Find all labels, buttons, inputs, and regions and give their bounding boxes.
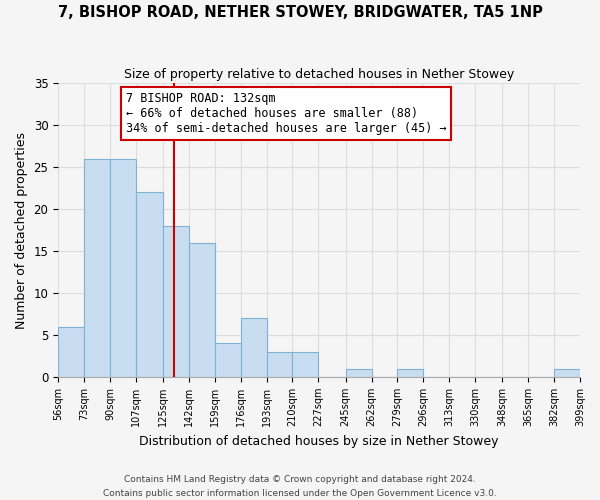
Bar <box>397 368 423 377</box>
Bar <box>215 344 241 377</box>
Text: Contains HM Land Registry data © Crown copyright and database right 2024.
Contai: Contains HM Land Registry data © Crown c… <box>103 476 497 498</box>
Bar <box>58 326 84 377</box>
Bar <box>136 192 163 377</box>
Bar <box>554 368 580 377</box>
Text: 7, BISHOP ROAD, NETHER STOWEY, BRIDGWATER, TA5 1NP: 7, BISHOP ROAD, NETHER STOWEY, BRIDGWATE… <box>58 5 542 20</box>
X-axis label: Distribution of detached houses by size in Nether Stowey: Distribution of detached houses by size … <box>139 434 499 448</box>
Bar <box>163 226 189 377</box>
Text: 7 BISHOP ROAD: 132sqm
← 66% of detached houses are smaller (88)
34% of semi-deta: 7 BISHOP ROAD: 132sqm ← 66% of detached … <box>126 92 446 135</box>
Bar <box>110 158 136 377</box>
Y-axis label: Number of detached properties: Number of detached properties <box>15 132 28 328</box>
Title: Size of property relative to detached houses in Nether Stowey: Size of property relative to detached ho… <box>124 68 514 80</box>
Bar <box>292 352 319 377</box>
Bar <box>84 158 110 377</box>
Bar <box>189 242 215 377</box>
Bar <box>266 352 292 377</box>
Bar <box>346 368 371 377</box>
Bar <box>241 318 266 377</box>
